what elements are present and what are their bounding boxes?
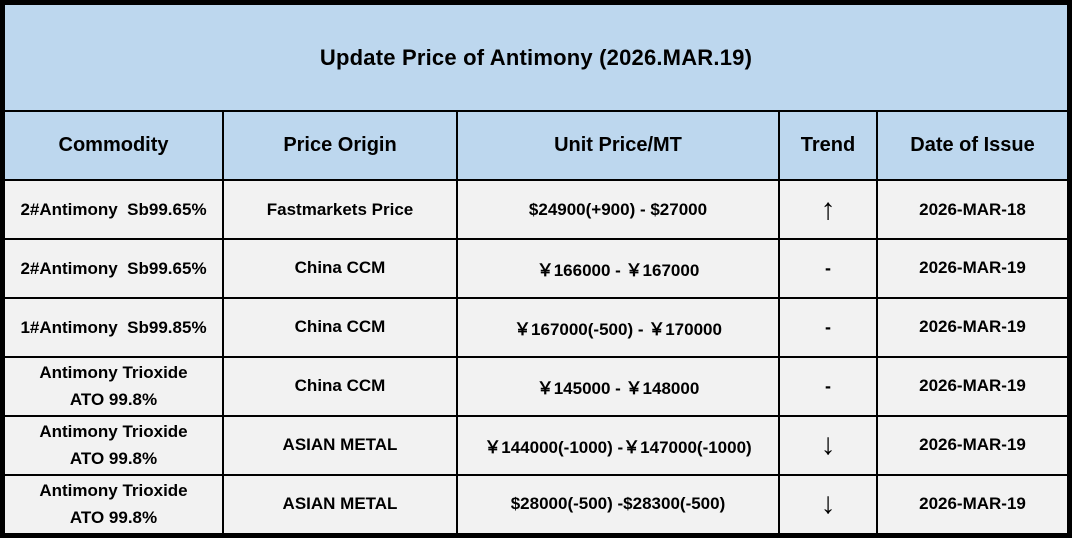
table-row: Antimony Trioxide ATO 99.8% ASIAN METAL … [3, 414, 1069, 476]
date-of-issue-cell: 2026-MAR-19 [876, 355, 1069, 417]
antimony-price-table: Update Price of Antimony (2026.MAR.19) C… [3, 2, 1069, 536]
unit-price-cell: ￥144000(-1000) -￥147000(-1000) [456, 414, 780, 476]
date-of-issue-cell: 2026-MAR-19 [876, 473, 1069, 536]
unit-price-cell: $28000(-500) -$28300(-500) [456, 473, 780, 536]
trend-indicator: - [778, 296, 878, 358]
table-row: 2#Antimony Sb99.65% China CCM ￥166000 - … [3, 238, 1069, 299]
table-row: 2#Antimony Sb99.65% Fastmarkets Price $2… [3, 179, 1069, 241]
title-row: Update Price of Antimony (2026.MAR.19) [3, 2, 1069, 113]
commodity-cell: Antimony Trioxide ATO 99.8% [3, 414, 224, 476]
price-origin-cell: China CCM [222, 238, 458, 299]
date-of-issue-cell: 2026-MAR-19 [876, 238, 1069, 299]
price-origin-cell: Fastmarkets Price [222, 179, 458, 241]
unit-price-cell: ￥167000(-500) - ￥170000 [456, 296, 780, 358]
trend-indicator: - [778, 355, 878, 417]
commodity-cell: 2#Antimony Sb99.65% [3, 179, 224, 241]
table-header-row: Commodity Price Origin Unit Price/MT Tre… [3, 110, 1069, 182]
table-row: Antimony Trioxide ATO 99.8% China CCM ￥1… [3, 355, 1069, 417]
unit-price-cell: ￥145000 - ￥148000 [456, 355, 780, 417]
price-origin-cell: China CCM [222, 355, 458, 417]
date-of-issue-cell: 2026-MAR-19 [876, 296, 1069, 358]
commodity-cell: Antimony Trioxide ATO 99.8% [3, 355, 224, 417]
trend-indicator: - [778, 238, 878, 299]
column-header-price-origin: Price Origin [222, 110, 458, 182]
commodity-cell: 2#Antimony Sb99.65% [3, 238, 224, 299]
table-row: 1#Antimony Sb99.85% China CCM ￥167000(-5… [3, 296, 1069, 358]
commodity-cell: Antimony Trioxide ATO 99.8% [3, 473, 224, 536]
commodity-cell: 1#Antimony Sb99.85% [3, 296, 224, 358]
date-of-issue-cell: 2026-MAR-19 [876, 414, 1069, 476]
trend-indicator: ↑ [778, 179, 878, 241]
date-of-issue-cell: 2026-MAR-18 [876, 179, 1069, 241]
trend-indicator: ↓ [778, 473, 878, 536]
table-body: Update Price of Antimony (2026.MAR.19) C… [3, 2, 1069, 536]
price-origin-cell: ASIAN METAL [222, 414, 458, 476]
page-title: Update Price of Antimony (2026.MAR.19) [3, 2, 1069, 113]
column-header-date-of-issue: Date of Issue [876, 110, 1069, 182]
unit-price-cell: $24900(+900) - $27000 [456, 179, 780, 241]
trend-indicator: ↓ [778, 414, 878, 476]
price-origin-cell: China CCM [222, 296, 458, 358]
unit-price-cell: ￥166000 - ￥167000 [456, 238, 780, 299]
column-header-trend: Trend [778, 110, 878, 182]
table-row: Antimony Trioxide ATO 99.8% ASIAN METAL … [3, 473, 1069, 536]
column-header-unit-price: Unit Price/MT [456, 110, 780, 182]
price-origin-cell: ASIAN METAL [222, 473, 458, 536]
column-header-commodity: Commodity [3, 110, 224, 182]
